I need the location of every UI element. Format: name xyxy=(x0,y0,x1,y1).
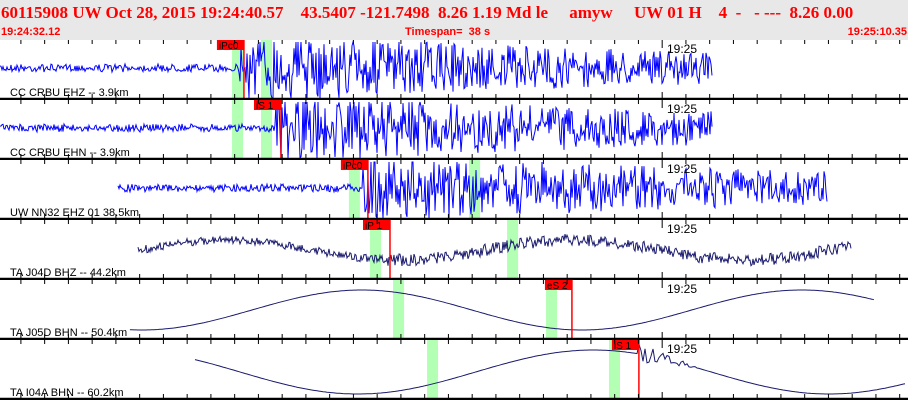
magnitude-type: Md xyxy=(505,3,532,22)
phase-pick-flag[interactable] xyxy=(544,280,572,290)
minute-label: 19:25 xyxy=(667,222,698,236)
waveform-panel[interactable]: iPc0 19:25 UW NN32 EHZ 01 38.5km xyxy=(0,160,908,220)
waveform-panel[interactable]: eS 2 19:25 TA J05D BHN -- 50.4km xyxy=(0,280,908,340)
phase-pick-label: iPc0 xyxy=(219,41,239,52)
pick-window[interactable] xyxy=(469,160,481,220)
seismogram-trace xyxy=(137,233,852,267)
pick-window[interactable] xyxy=(261,40,273,100)
pick-window[interactable] xyxy=(232,100,244,160)
event-id: 60115908 xyxy=(1,3,69,22)
depth: 8.26 xyxy=(437,3,468,22)
magnitude: 1.19 xyxy=(471,3,502,22)
phase-pick-label: iS 1 xyxy=(614,341,632,352)
solution-source: UW 01 H xyxy=(633,3,702,22)
station-channel-label: CC CRBU EHN -- 3.9km xyxy=(10,147,130,159)
phase-count: 4 xyxy=(718,3,728,22)
event-flag: le xyxy=(535,3,549,22)
start-time: 19:24:32.12 xyxy=(1,26,61,38)
event-summary: 60115908 UW Oct 28, 2015 19:24:40.57 43.… xyxy=(1,3,853,23)
minute-label: 19:25 xyxy=(667,342,698,356)
station-channel-label: UW NN32 EHZ 01 38.5km xyxy=(10,207,139,219)
end-time: 19:25:10.35 xyxy=(847,26,907,38)
waveform-canvas[interactable]: iS 1 xyxy=(0,340,908,400)
phase-pick-flag[interactable] xyxy=(362,220,390,230)
waveform-canvas[interactable]: iP 1 xyxy=(0,220,908,280)
waveform-canvas[interactable]: iPc0 xyxy=(0,40,908,100)
phase-pick-flag[interactable] xyxy=(340,160,368,170)
analyst: amyw xyxy=(569,3,613,22)
waveform-panel[interactable]: iPc0 19:25 CC CRBU EHZ -- 3.9km xyxy=(0,40,908,100)
minute-label: 19:25 xyxy=(667,162,698,176)
seismogram-trace xyxy=(0,100,713,160)
pick-window[interactable] xyxy=(546,280,558,340)
waveform-panel[interactable]: iS 1 19:25 TA I04A BHN -- 60.2km xyxy=(0,340,908,400)
station-channel-label: TA I04A BHN -- 60.2km xyxy=(10,387,124,399)
pick-window[interactable] xyxy=(427,340,439,400)
event-network: UW xyxy=(72,3,102,22)
pick-window[interactable] xyxy=(232,40,244,100)
minute-label: 19:25 xyxy=(667,282,698,296)
station-channel-label: TA J04D BHZ -- 44.2km xyxy=(10,267,126,279)
minute-label: 19:25 xyxy=(667,42,698,56)
depth-quality: 8.26 0.00 xyxy=(789,3,854,22)
minute-label: 19:25 xyxy=(667,102,698,116)
waveform-canvas[interactable]: iPc0 xyxy=(0,160,908,220)
waveform-panel[interactable]: iP 1 19:25 TA J04D BHZ -- 44.2km xyxy=(0,220,908,280)
seismogram-trace xyxy=(117,161,828,220)
station-channel-label: TA J05D BHN -- 50.4km xyxy=(10,327,128,339)
pick-window[interactable] xyxy=(507,220,519,280)
pick-window[interactable] xyxy=(608,340,620,400)
waveform-canvas[interactable]: eS 2 xyxy=(0,280,908,340)
latitude: 43.5407 xyxy=(300,3,356,22)
phase-pick-flag[interactable] xyxy=(253,100,281,110)
phase-pick-label: eS 2 xyxy=(547,281,568,292)
origin-time: Oct 28, 2015 19:24:40.57 xyxy=(105,3,284,22)
waveform-panel[interactable]: iS 1 19:25 CC CRBU EHN -- 3.9km xyxy=(0,100,908,160)
seismogram-trace xyxy=(0,40,713,99)
phase-pick-label: iPc0 xyxy=(343,161,363,172)
seismogram-trace xyxy=(194,342,906,395)
seismogram-trace xyxy=(129,289,875,331)
station-channel-label: CC CRBU EHZ -- 3.9km xyxy=(10,87,129,99)
pick-window[interactable] xyxy=(393,280,405,340)
phase-pick-flag[interactable] xyxy=(216,40,244,50)
timespan: Timespan= 38 s xyxy=(405,26,491,38)
phase-pick-flag[interactable] xyxy=(611,340,639,350)
longitude: -121.7498 xyxy=(360,3,430,22)
empty-fields: - - --- xyxy=(735,3,781,22)
waveform-canvas[interactable]: iS 1 xyxy=(0,100,908,160)
event-header: 60115908 UW Oct 28, 2015 19:24:40.57 43.… xyxy=(0,0,908,40)
phase-pick-label: iP 1 xyxy=(365,221,382,232)
phase-pick-label: iS 1 xyxy=(256,101,274,112)
pick-window[interactable] xyxy=(370,220,382,280)
